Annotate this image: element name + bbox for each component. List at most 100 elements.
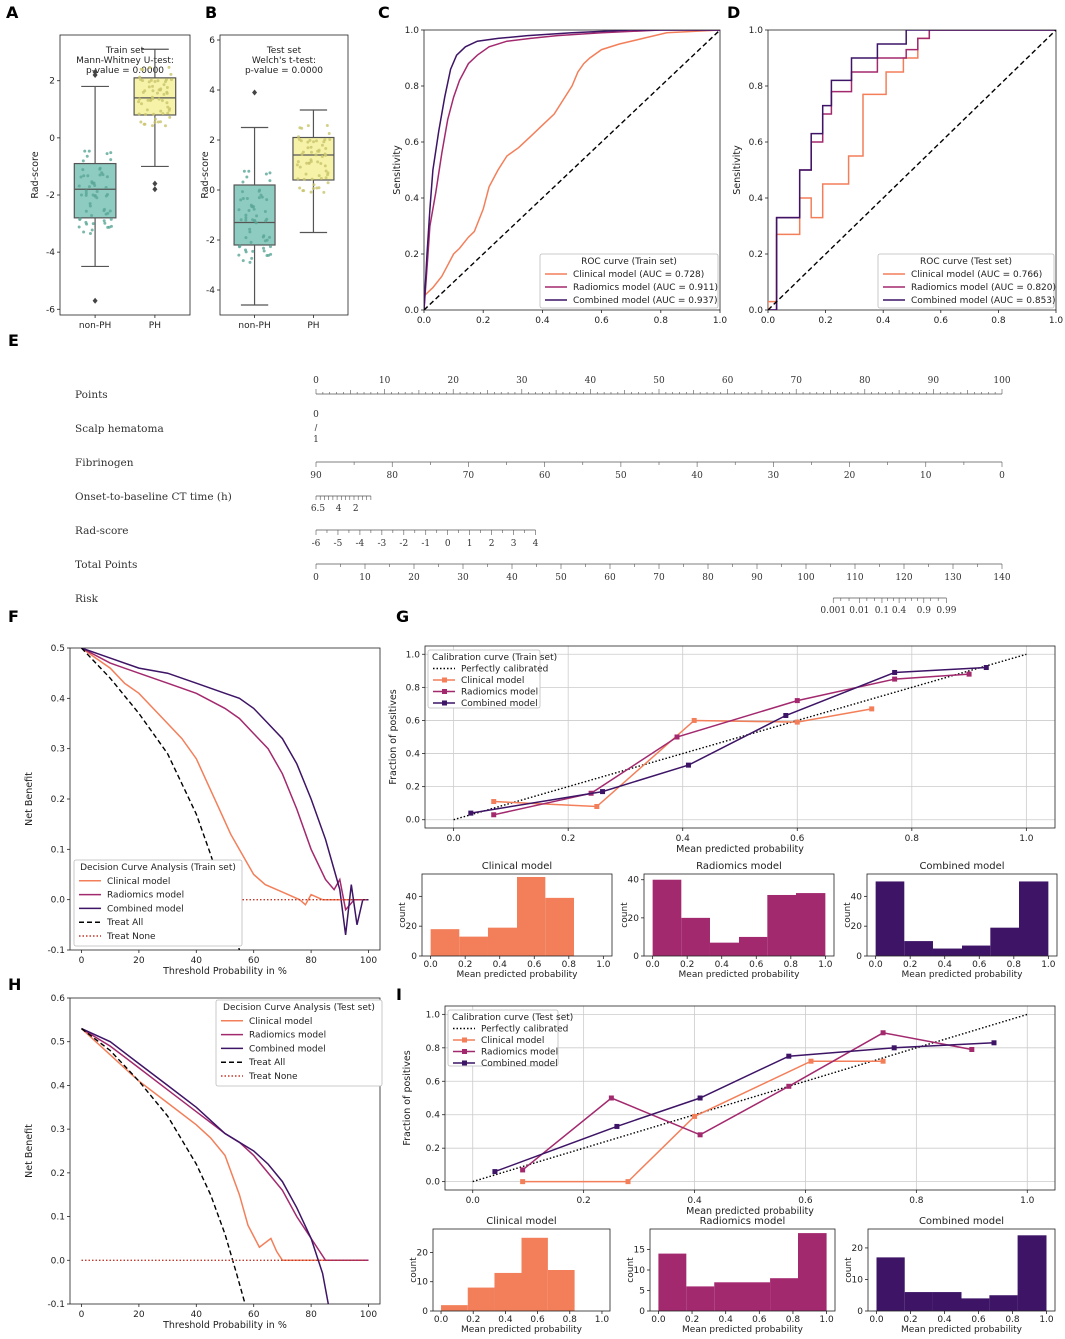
nomogram-row-label: Risk: [75, 593, 99, 605]
y-tick-label: 0.2: [405, 250, 419, 260]
x-tick-label: 0.6: [790, 834, 805, 844]
y-tick-label: 0.6: [749, 138, 764, 148]
series-marker: [892, 669, 898, 675]
legend-marker: [462, 1049, 467, 1054]
axis-tick: [314, 423, 318, 432]
legend-entry: Clinical model: [481, 1036, 544, 1046]
histogram-bar: [459, 936, 488, 956]
data-point: [109, 151, 113, 155]
x-axis-label: Threshold Probability in %: [162, 966, 287, 977]
y-tick-label: 20: [852, 1244, 864, 1254]
nomogram-axis: 90 80 70 60 50 40 30 20 10 0: [310, 461, 1005, 481]
axis-tick-label: 80: [702, 573, 714, 583]
data-point: [81, 159, 85, 163]
axis-tick-label: 0.9: [917, 606, 932, 616]
series-line-clinical-model: [81, 648, 369, 906]
x-tick-label: 80: [305, 1310, 317, 1320]
series-layer: [424, 30, 720, 310]
data-point: [319, 176, 323, 180]
histogram-bar: [709, 942, 739, 956]
data-point: [311, 186, 315, 190]
series-marker: [691, 717, 697, 723]
x-tick-label: 1.0: [1049, 316, 1064, 326]
line-chart-i-frame: [444, 1005, 1056, 1191]
panel-label-f: F: [8, 607, 19, 626]
data-point: [268, 235, 272, 239]
legend-marker: [462, 1060, 467, 1066]
histogram-bar: [739, 936, 768, 956]
data-point: [82, 230, 86, 234]
y-tick-label: 0.2: [426, 1144, 440, 1154]
series-marker: [786, 1053, 792, 1059]
data-point: [262, 249, 266, 253]
histogram-bar: [932, 1292, 962, 1311]
data-point: [239, 218, 243, 222]
x-tick-label: 0.8: [786, 1315, 801, 1325]
data-point: [88, 202, 92, 206]
data-point: [295, 163, 299, 167]
y-tick-label: 1.0: [749, 26, 764, 36]
data-point: [161, 112, 165, 116]
y-tick-label: -2: [46, 191, 55, 201]
data-point: [296, 135, 300, 139]
data-point: [143, 122, 147, 126]
data-point: [298, 186, 302, 190]
nomogram-axis: 0.001 0.01 0.1 0.4 0.9 0.99: [820, 597, 957, 616]
test-title-line: Train set: [105, 46, 145, 56]
histogram-bar: [742, 1282, 771, 1311]
legend: Calibration curve (Test set) Perfectly ca…: [447, 1009, 573, 1069]
data-point: [306, 140, 310, 144]
y-tick-label: 0: [856, 952, 862, 962]
axis-tick-label: 130: [944, 573, 961, 583]
test-title-line: p-value = 0.0000: [245, 66, 323, 76]
data-point: [95, 190, 99, 194]
data-point: [328, 137, 332, 141]
y-tick-label: 0.0: [406, 816, 421, 826]
legend-title: ROC curve (Train set): [581, 257, 677, 267]
series-line-treat-all: [80, 648, 241, 950]
data-point: [81, 168, 85, 172]
x-tick-label: 1.0: [1019, 834, 1034, 844]
y-axis-label: count: [843, 902, 853, 928]
series-line-combined-model-auc-0-937-: [424, 30, 720, 310]
data-point: [169, 78, 173, 82]
data-point: [139, 120, 143, 124]
data-point: [324, 176, 328, 180]
data-point: [237, 245, 241, 249]
histogram-bar: [494, 1272, 522, 1311]
data-point: [237, 253, 241, 257]
data-point: [297, 137, 301, 141]
outlier-marker: [152, 186, 158, 193]
y-tick-label: -4: [206, 286, 215, 296]
legend-entry: Combined model (AUC = 0.853): [911, 296, 1056, 306]
axis-tick-label: 10: [359, 573, 371, 583]
legend-box: [427, 649, 541, 709]
series-marker: [880, 1058, 886, 1064]
data-point: [153, 80, 157, 84]
axis-tick-label: 70: [653, 573, 665, 583]
axis-tick-label: 0.001: [820, 606, 846, 616]
series-marker: [783, 712, 789, 718]
data-point: [268, 171, 272, 175]
x-tick-label: 1.0: [1041, 960, 1056, 970]
data-point: [105, 175, 109, 179]
data-point: [84, 220, 88, 224]
y-tick-label: 40: [406, 892, 418, 902]
y-tick-label: 0.2: [406, 783, 420, 793]
data-point: [148, 65, 152, 69]
data-point: [147, 80, 151, 84]
axis-tick-label: 100: [993, 376, 1010, 386]
legend-entry: Radiomics model: [461, 688, 538, 698]
y-axis-label: Rad-score: [30, 151, 41, 198]
x-tick-label: 100: [360, 956, 377, 966]
y-tick-label: 1.0: [405, 26, 420, 36]
y-tick-label: 0.4: [51, 1081, 66, 1091]
y-tick-label: 0.6: [405, 138, 420, 148]
x-tick-label: 1.0: [596, 960, 611, 970]
x-tick-label: 0.0: [869, 1315, 884, 1325]
panel-label-h: H: [8, 975, 21, 994]
series-layer: [453, 653, 1027, 821]
series-line-clinical-model: [80, 1028, 369, 1262]
